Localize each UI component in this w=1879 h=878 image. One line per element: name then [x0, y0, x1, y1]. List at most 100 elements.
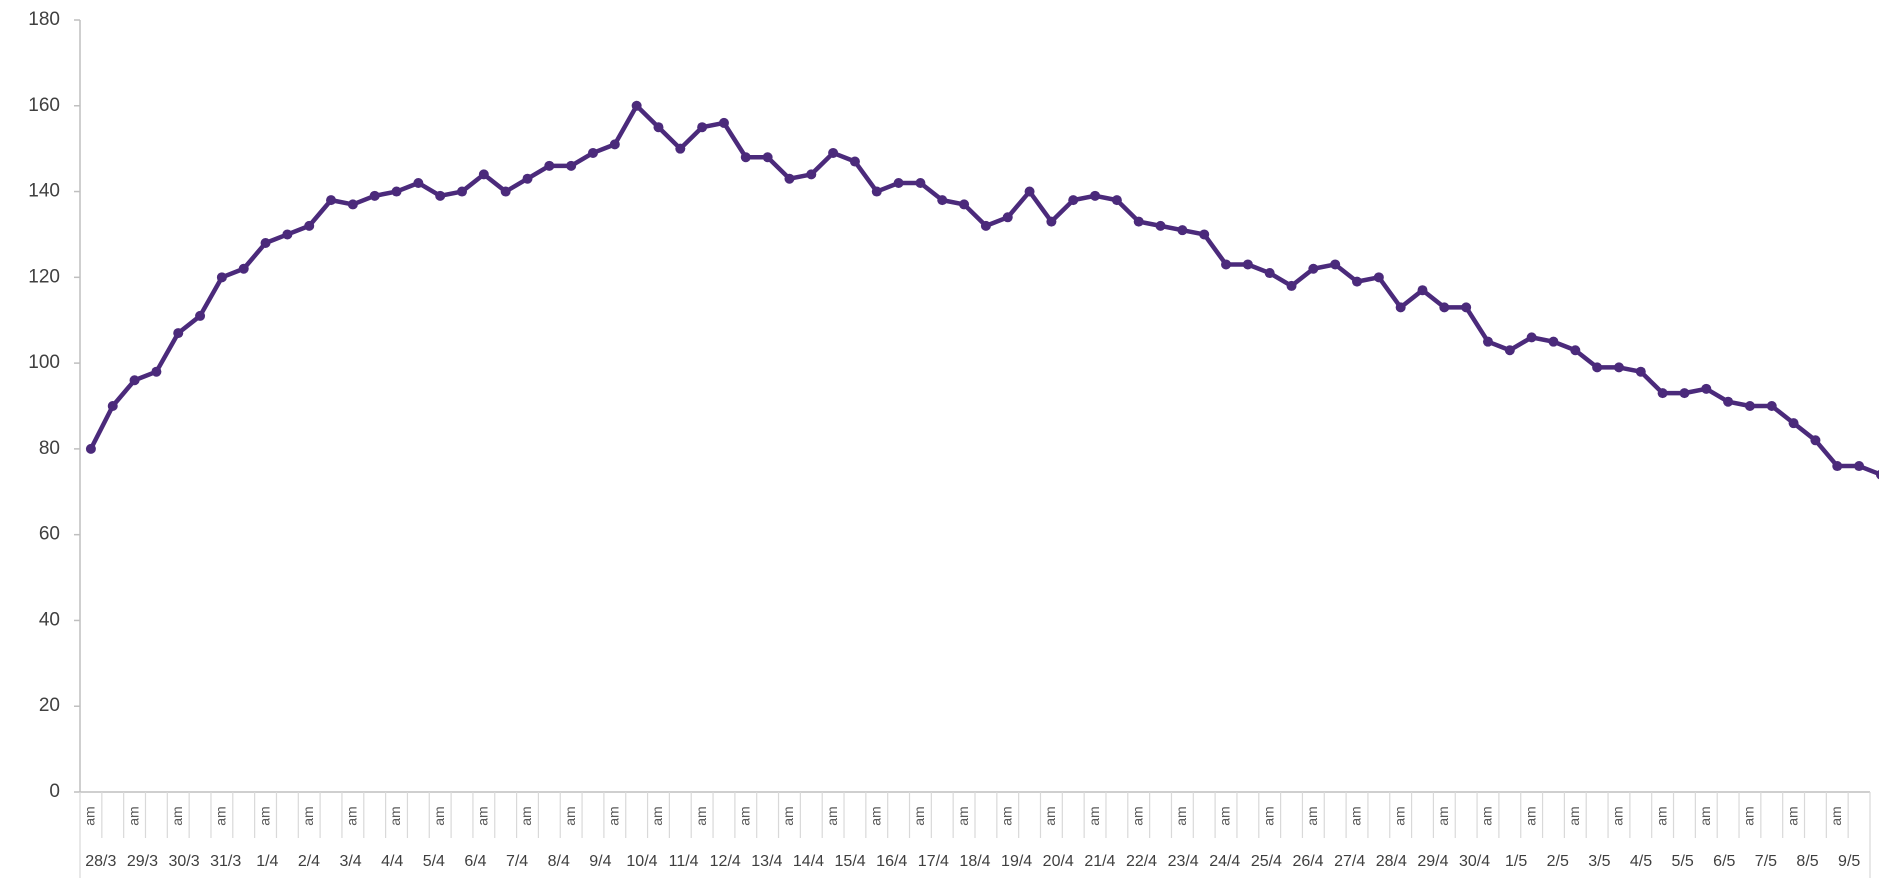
x-tick-label: am: [780, 806, 796, 825]
x-tick-label: am: [387, 806, 403, 825]
data-point: [980, 220, 991, 231]
data-point: [1854, 461, 1865, 472]
x-group-label: 24/4: [1209, 853, 1240, 870]
data-point: [1046, 216, 1057, 227]
data-point: [1373, 272, 1384, 283]
x-tick-label: am: [736, 806, 752, 825]
data-point: [1504, 345, 1515, 356]
x-tick-label: am: [1260, 806, 1276, 825]
x-tick-label: am: [1479, 806, 1495, 825]
x-group-label: 31/3: [210, 853, 241, 870]
x-tick-label: am: [1522, 806, 1538, 825]
data-point: [740, 152, 751, 163]
data-point: [238, 263, 249, 274]
x-tick-label: am: [1217, 806, 1233, 825]
data-point: [1810, 435, 1821, 446]
data-point: [1766, 401, 1777, 411]
x-tick-label: am: [824, 806, 840, 825]
data-point: [1221, 259, 1232, 270]
data-point: [282, 229, 293, 240]
y-tick-label: 140: [28, 181, 60, 202]
x-group-label: 11/4: [669, 853, 699, 870]
x-group-label: 4/5: [1630, 853, 1652, 870]
x-tick-label: am: [955, 806, 971, 825]
x-tick-label: am: [1697, 806, 1713, 825]
x-group-label: 7/5: [1755, 853, 1777, 870]
data-point: [697, 122, 708, 133]
data-point: [675, 143, 686, 154]
x-group-label: 13/4: [751, 853, 782, 870]
x-group-label: 30/3: [168, 853, 199, 870]
x-tick-label: am: [1391, 806, 1407, 825]
x-group-label: 14/4: [793, 853, 824, 870]
x-group-label: 8/4: [548, 853, 570, 870]
x-tick-label: am: [1566, 806, 1582, 825]
data-point: [347, 199, 358, 210]
data-point: [1744, 401, 1755, 411]
x-group-label: 9/5: [1838, 853, 1860, 870]
data-point: [915, 177, 926, 188]
data-point: [849, 156, 860, 167]
x-group-label: 2/5: [1547, 853, 1569, 870]
x-tick-label: am: [1086, 806, 1102, 825]
data-point: [1330, 259, 1341, 270]
data-point: [893, 177, 904, 188]
data-point: [1723, 396, 1734, 407]
data-point: [457, 186, 468, 197]
x-group-label: 30/4: [1459, 853, 1490, 870]
data-point: [1177, 225, 1188, 236]
x-group-label: 29/4: [1417, 853, 1448, 870]
x-tick-label: am: [1435, 806, 1451, 825]
x-tick-label: am: [475, 806, 491, 825]
x-group-label: 17/4: [918, 853, 949, 870]
x-group-label: 20/4: [1043, 853, 1074, 870]
y-tick-label: 160: [28, 95, 60, 116]
x-tick-label: am: [1348, 806, 1364, 825]
x-tick-label: am: [1784, 806, 1800, 825]
data-point: [566, 160, 577, 171]
x-group-label: 22/4: [1126, 853, 1157, 870]
x-group-label: 3/5: [1588, 853, 1610, 870]
x-tick-label: am: [1741, 806, 1757, 825]
x-group-label: 10/4: [626, 853, 657, 870]
data-point: [1526, 332, 1537, 343]
x-group-label: 3/4: [339, 853, 361, 870]
data-point: [1613, 362, 1624, 373]
data-point: [107, 401, 118, 411]
data-point: [1548, 336, 1559, 347]
x-group-label: 27/4: [1334, 853, 1365, 870]
data-point: [871, 186, 882, 197]
series-line: [88, 103, 1879, 477]
data-point: [413, 177, 424, 188]
data-point: [959, 199, 970, 210]
data-point: [784, 173, 795, 184]
data-point: [1788, 418, 1799, 429]
x-group-label: 18/4: [959, 853, 990, 870]
x-group-label: 19/4: [1001, 853, 1032, 870]
y-tick-label: 120: [28, 266, 60, 287]
data-point: [195, 310, 206, 321]
data-point: [151, 366, 162, 377]
data-point: [1395, 302, 1406, 313]
y-tick-label: 20: [39, 695, 60, 716]
x-group-label: 2/4: [298, 853, 320, 870]
data-point: [304, 220, 315, 231]
y-tick-label: 60: [39, 524, 60, 545]
data-point: [369, 190, 380, 201]
data-point: [1264, 268, 1275, 279]
data-point: [1417, 285, 1428, 296]
x-tick-label: am: [300, 806, 316, 825]
data-point: [1155, 220, 1166, 231]
data-point: [1111, 195, 1122, 206]
x-tick-label: am: [1828, 806, 1844, 825]
x-group-label: 29/3: [127, 853, 158, 870]
data-point: [828, 147, 839, 158]
y-tick-label: 80: [39, 438, 60, 459]
x-group-label: 26/4: [1292, 853, 1323, 870]
x-tick-label: am: [911, 806, 927, 825]
x-tick-label: am: [998, 806, 1014, 825]
x-tick-label: am: [867, 806, 883, 825]
data-point: [1635, 366, 1646, 377]
data-point: [937, 195, 948, 206]
